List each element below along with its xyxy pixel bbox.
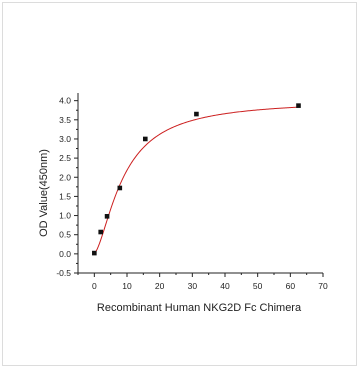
x-tick-label: 60 — [286, 281, 296, 291]
data-point — [117, 185, 123, 191]
x-tick-label: 20 — [155, 281, 165, 291]
data-points-layer — [92, 103, 301, 256]
tick-labels-layer: 0 10 20 30 40 50 60 70 -0.5 0.0 0.5 1.0 1.5 2.0 2.5 3.0… — [56, 96, 328, 291]
data-point — [194, 111, 199, 117]
data-point — [92, 250, 97, 256]
axes — [74, 93, 324, 277]
y-tick-label: -0.5 — [56, 268, 71, 278]
data-point — [296, 103, 301, 108]
fit-curve — [94, 106, 299, 254]
y-tick-label: 1.0 — [59, 211, 71, 221]
y-tick-label: 4.0 — [59, 96, 71, 106]
y-axis-title: OD Value(450nm) — [38, 149, 50, 237]
y-tick-label: 2.5 — [59, 153, 71, 163]
x-tick-label: 10 — [122, 281, 132, 291]
chart-frame: 0 10 20 30 40 50 60 70 -0.5 0.0 0.5 1.0 1.5 2.0 2.5 3.0… — [2, 2, 357, 366]
x-tick-label: 50 — [253, 281, 263, 291]
fit-curve-layer — [94, 106, 299, 254]
y-tick-label: 2.0 — [59, 172, 71, 182]
x-axis-title: Recombinant Human NKG2D Fc Chimera — [97, 302, 302, 314]
data-point — [98, 229, 104, 235]
x-tick-label: 30 — [188, 281, 198, 291]
x-tick-label: 70 — [318, 281, 328, 291]
elisa-chart: 0 10 20 30 40 50 60 70 -0.5 0.0 0.5 1.0 1.5 2.0 2.5 3.0… — [38, 93, 328, 314]
x-tick-label: 40 — [220, 281, 230, 291]
y-tick-label: 3.0 — [59, 134, 71, 144]
y-tick-label: 0.0 — [59, 249, 71, 259]
y-tick-label: 3.5 — [59, 115, 71, 125]
data-point — [104, 214, 110, 219]
y-tick-label: 0.5 — [59, 230, 71, 240]
data-point — [142, 136, 148, 142]
y-tick-label: 1.5 — [59, 191, 71, 201]
x-tick-label: 0 — [92, 281, 97, 291]
